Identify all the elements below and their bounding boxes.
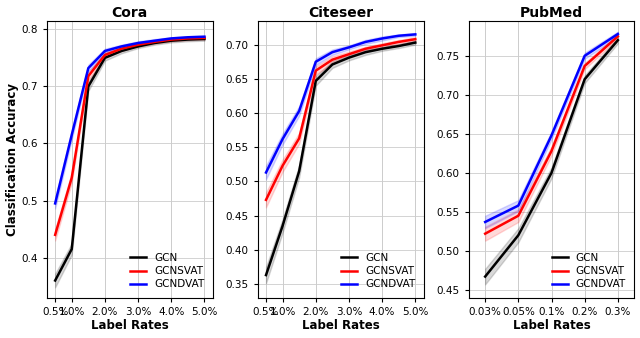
Title: Citeseer: Citeseer <box>308 5 373 20</box>
Y-axis label: Classification Accuracy: Classification Accuracy <box>6 83 19 236</box>
X-axis label: Label Rates: Label Rates <box>302 319 380 333</box>
X-axis label: Label Rates: Label Rates <box>513 319 590 333</box>
Legend: GCN, GCNSVAT, GCNDVAT: GCN, GCNSVAT, GCNDVAT <box>548 250 629 292</box>
Title: PubMed: PubMed <box>520 5 583 20</box>
Title: Cora: Cora <box>111 5 148 20</box>
Legend: GCN, GCNSVAT, GCNDVAT: GCN, GCNSVAT, GCNDVAT <box>127 250 207 292</box>
X-axis label: Label Rates: Label Rates <box>91 319 169 333</box>
Legend: GCN, GCNSVAT, GCNDVAT: GCN, GCNSVAT, GCNDVAT <box>338 250 419 292</box>
